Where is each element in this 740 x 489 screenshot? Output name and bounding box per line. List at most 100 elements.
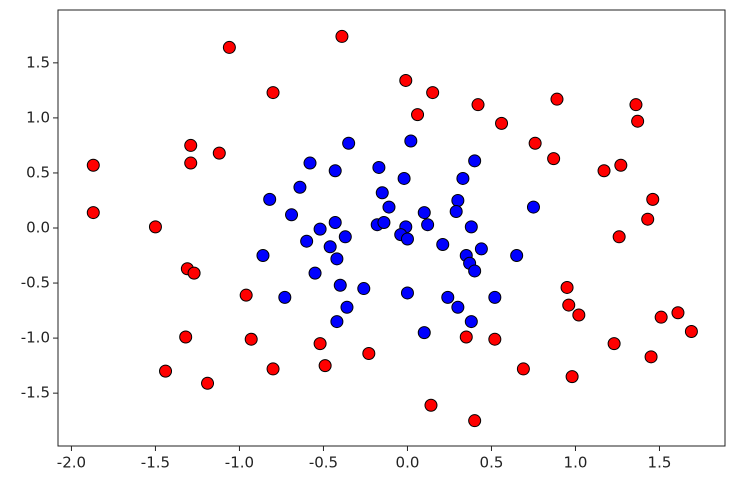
x-tick-label: 0.5	[480, 454, 504, 472]
scatter-point	[464, 220, 478, 234]
scatter-point	[654, 310, 668, 324]
scatter-point	[631, 114, 645, 128]
x-tick-label: 1.5	[648, 454, 672, 472]
scatter-point	[338, 230, 352, 244]
scatter-point	[421, 218, 435, 232]
scatter-point	[456, 171, 470, 185]
scatter-point	[335, 29, 349, 43]
scatter-point	[528, 136, 542, 150]
scatter-point	[239, 288, 253, 302]
scatter-point	[547, 152, 561, 166]
scatter-point	[303, 156, 317, 170]
scatter-point	[441, 290, 455, 304]
scatter-point	[474, 242, 488, 256]
scatter-point	[222, 40, 236, 54]
scatter-point	[488, 332, 502, 346]
scatter-point	[495, 116, 509, 130]
scatter-point	[300, 234, 314, 248]
scatter-point	[614, 158, 628, 172]
scatter-point	[565, 370, 579, 384]
scatter-point	[411, 108, 425, 122]
scatter-point	[607, 337, 621, 351]
scatter-point	[184, 138, 198, 152]
scatter-point	[399, 73, 413, 87]
scatter-point	[328, 164, 342, 178]
scatter-point	[86, 206, 100, 220]
scatter-point	[266, 362, 280, 376]
scatter-point	[550, 92, 564, 106]
scatter-point	[471, 98, 485, 112]
scatter-point	[560, 280, 574, 294]
scatter-point	[328, 215, 342, 229]
scatter-point	[449, 204, 463, 218]
scatter-point	[510, 249, 524, 263]
scatter-point	[362, 347, 376, 361]
scatter-point	[375, 186, 389, 200]
scatter-point	[468, 264, 482, 278]
scatter-point	[397, 171, 411, 185]
scatter-point	[377, 215, 391, 229]
scatter-point	[417, 326, 431, 340]
scatter-point	[400, 286, 414, 300]
scatter-point	[313, 222, 327, 236]
x-tick-label: 0.0	[396, 454, 420, 472]
scatter-point	[293, 180, 307, 194]
scatter-point	[436, 238, 450, 252]
x-tick-label: 1.0	[564, 454, 588, 472]
scatter-point	[468, 154, 482, 168]
x-tick-label: -2.0	[57, 454, 86, 472]
scatter-point	[562, 298, 576, 312]
scatter-point	[285, 208, 299, 222]
scatter-point	[313, 337, 327, 351]
scatter-point	[404, 134, 418, 148]
scatter-point	[179, 330, 193, 344]
scatter-point	[187, 266, 201, 280]
scatter-point	[318, 359, 332, 373]
scatter-point	[400, 232, 414, 246]
scatter-point	[372, 160, 386, 174]
scatter-point	[86, 158, 100, 172]
scatter-point	[516, 362, 530, 376]
scatter-point	[671, 306, 685, 320]
scatter-point	[451, 300, 465, 314]
scatter-point	[256, 249, 270, 263]
scatter-point	[597, 164, 611, 178]
scatter-point	[333, 278, 347, 292]
scatter-point	[629, 98, 643, 112]
y-tick-label: 1.5	[26, 53, 50, 71]
scatter-point	[426, 86, 440, 100]
scatter-point	[340, 300, 354, 314]
scatter-point	[184, 156, 198, 170]
scatter-point	[468, 414, 482, 428]
scatter-point	[308, 266, 322, 280]
scatter-point	[464, 315, 478, 329]
scatter-point	[417, 206, 431, 220]
scatter-point	[488, 290, 502, 304]
scatter-point	[263, 192, 277, 206]
y-tick-label: 0.0	[26, 219, 50, 237]
x-tick-label: -1.0	[225, 454, 254, 472]
x-tick-label: -0.5	[309, 454, 338, 472]
scatter-point	[526, 200, 540, 214]
scatter-point	[641, 212, 655, 226]
scatter-point	[330, 252, 344, 266]
scatter-point	[266, 86, 280, 100]
scatter-point	[148, 220, 162, 234]
scatter-point	[330, 315, 344, 329]
scatter-point	[459, 330, 473, 344]
scatter-point	[646, 192, 660, 206]
scatter-point	[278, 290, 292, 304]
scatter-point	[244, 332, 258, 346]
scatter-point	[159, 364, 173, 378]
scatter-point	[684, 324, 698, 338]
y-tick-label: -1.5	[21, 384, 50, 402]
scatter-point	[357, 282, 371, 296]
scatter-point	[342, 136, 356, 150]
y-tick-label: -1.0	[21, 329, 50, 347]
y-tick-label: 0.5	[26, 163, 50, 181]
y-tick-label: 1.0	[26, 108, 50, 126]
scatter-point	[201, 376, 215, 390]
x-tick-label: -1.5	[141, 454, 170, 472]
scatter-point	[572, 308, 586, 322]
